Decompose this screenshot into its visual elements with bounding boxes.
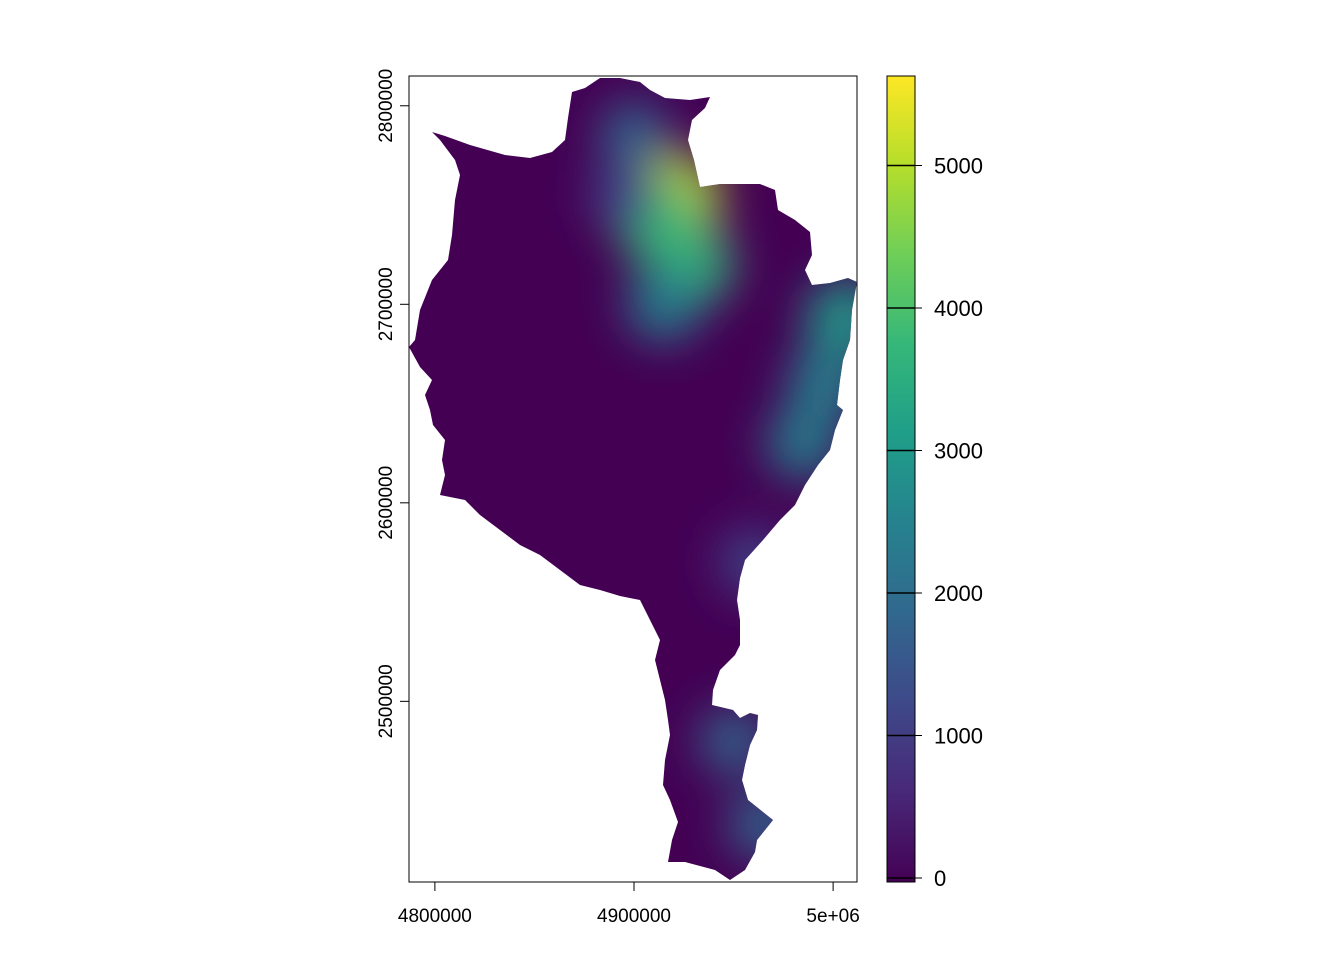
x-tick-label: 4800000 (398, 906, 472, 927)
elevation-southern-tip-ridge (727, 788, 799, 860)
y-tick-label: 2500000 (376, 664, 397, 738)
legend-tick-label: 2000 (934, 581, 983, 606)
elevation-eastern-range-south (766, 406, 840, 480)
elevation-south-of-highlands (626, 266, 702, 342)
legend-tick-label: 3000 (934, 439, 983, 464)
y-tick-label: 2600000 (376, 466, 397, 540)
y-tick-label: 2800000 (376, 69, 397, 143)
legend-colorbar (887, 76, 915, 882)
elevation-southeast-slope (719, 528, 787, 596)
legend-tick-label: 5000 (934, 154, 983, 179)
elevation-northwest-slope (590, 161, 658, 229)
legend-tick-label: 4000 (934, 296, 983, 321)
x-axis: 4800000 4900000 5e+06 (398, 882, 860, 927)
y-axis: 2500000 2600000 2700000 2800000 (376, 69, 409, 739)
elevation-southern-hills (699, 706, 768, 775)
elevation-raster (409, 76, 885, 882)
x-tick-label: 4900000 (597, 906, 671, 927)
y-tick-label: 2700000 (376, 267, 397, 341)
legend-tick-label: 0 (934, 866, 946, 891)
legend-tick-label: 1000 (934, 724, 983, 749)
x-tick-label: 5e+06 (806, 906, 859, 927)
elevation-upper-valley (599, 101, 669, 171)
color-legend: 0 1000 2000 3000 4000 5000 (887, 76, 983, 891)
